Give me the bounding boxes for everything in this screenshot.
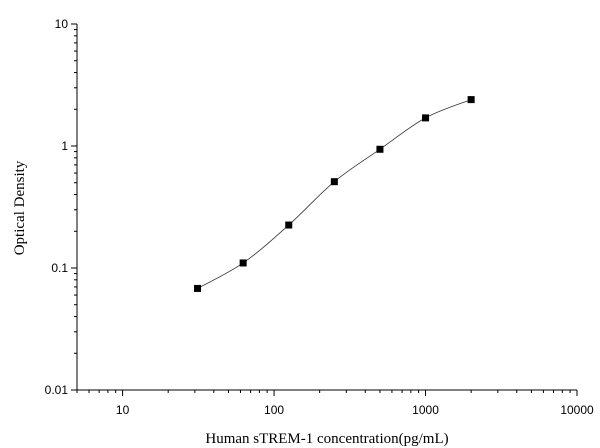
y-tick-label: 10	[55, 17, 69, 31]
data-point	[467, 96, 475, 104]
y-tick-label: 1	[61, 139, 68, 153]
data-point	[285, 221, 293, 229]
data-point	[330, 178, 338, 186]
data-points	[194, 96, 475, 292]
x-tick-label: 1000	[412, 403, 439, 417]
fit-curve	[197, 99, 472, 289]
y-axis-title: Optical Density	[12, 160, 28, 255]
data-point	[239, 259, 247, 267]
y-tick-label: 0.01	[45, 383, 69, 397]
data-point	[422, 114, 430, 122]
data-point	[194, 284, 202, 292]
data-point	[376, 145, 384, 153]
x-tick-label: 100	[264, 403, 284, 417]
x-tick-label: 10	[116, 403, 130, 417]
x-axis-title: Human sTREM-1 concentration(pg/mL)	[205, 431, 448, 447]
x-tick-label: 10000	[560, 403, 594, 417]
y-tick-label: 0.1	[51, 261, 68, 275]
axes: 10 100 1000 10000 0.01 0.1 1 10	[45, 17, 594, 417]
